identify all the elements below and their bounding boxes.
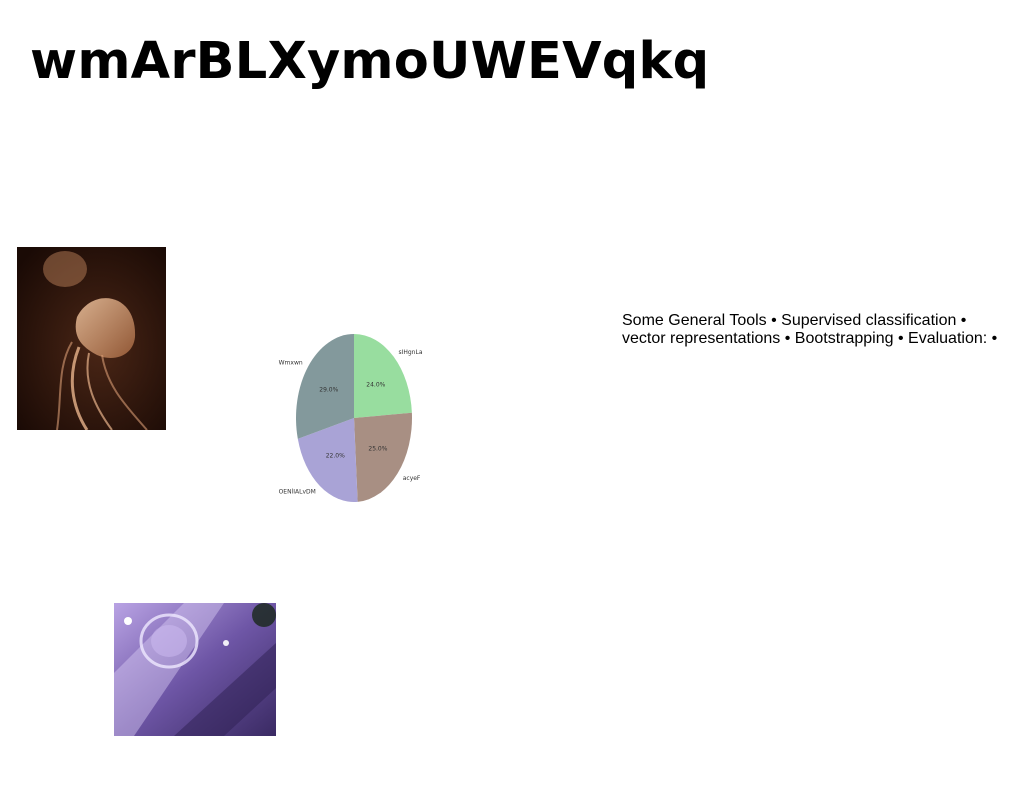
pie-slice-sIHgnLa [354, 334, 412, 418]
crystal-glass-photo [114, 603, 276, 736]
pie-category-label-acyeF: acyeF [403, 475, 421, 482]
pie-category-label-OENlIALvDM: OENlIALvDM [279, 488, 316, 495]
page-title: wmArBLXymoUWEVqkq [30, 32, 710, 91]
pie-pct-label-OENlIALvDM: 22.0% [326, 452, 345, 459]
jellyfish-photo [17, 247, 166, 430]
pie-chart: 24.0% sIHgnLa 25.0% acyeF 22.0% OENlIALvDM 29.… [270, 320, 440, 520]
pie-chart-svg: 24.0% sIHgnLa 25.0% acyeF 22.0% OENlIALvDM 29.… [279, 334, 423, 502]
pie-pct-label-Wmxwn: 29.0% [319, 387, 338, 394]
body-text: Some General Tools • Supervised classifi… [622, 312, 1014, 348]
pie-slice-acyeF [354, 412, 412, 502]
body-text-line-2: vector representations • Bootstrapping •… [622, 330, 998, 347]
pie-category-label-Wmxwn: Wmxwn [279, 359, 303, 366]
pie-pct-label-acyeF: 25.0% [368, 446, 387, 453]
pie-category-label-sIHgnLa: sIHgnLa [398, 349, 422, 356]
body-text-line-1: Some General Tools • Supervised classifi… [622, 312, 967, 329]
pie-pct-label-sIHgnLa: 24.0% [366, 381, 385, 388]
pie-slice-Wmxwn [296, 334, 354, 439]
pie-slice-OENlIALvDM [297, 418, 358, 502]
